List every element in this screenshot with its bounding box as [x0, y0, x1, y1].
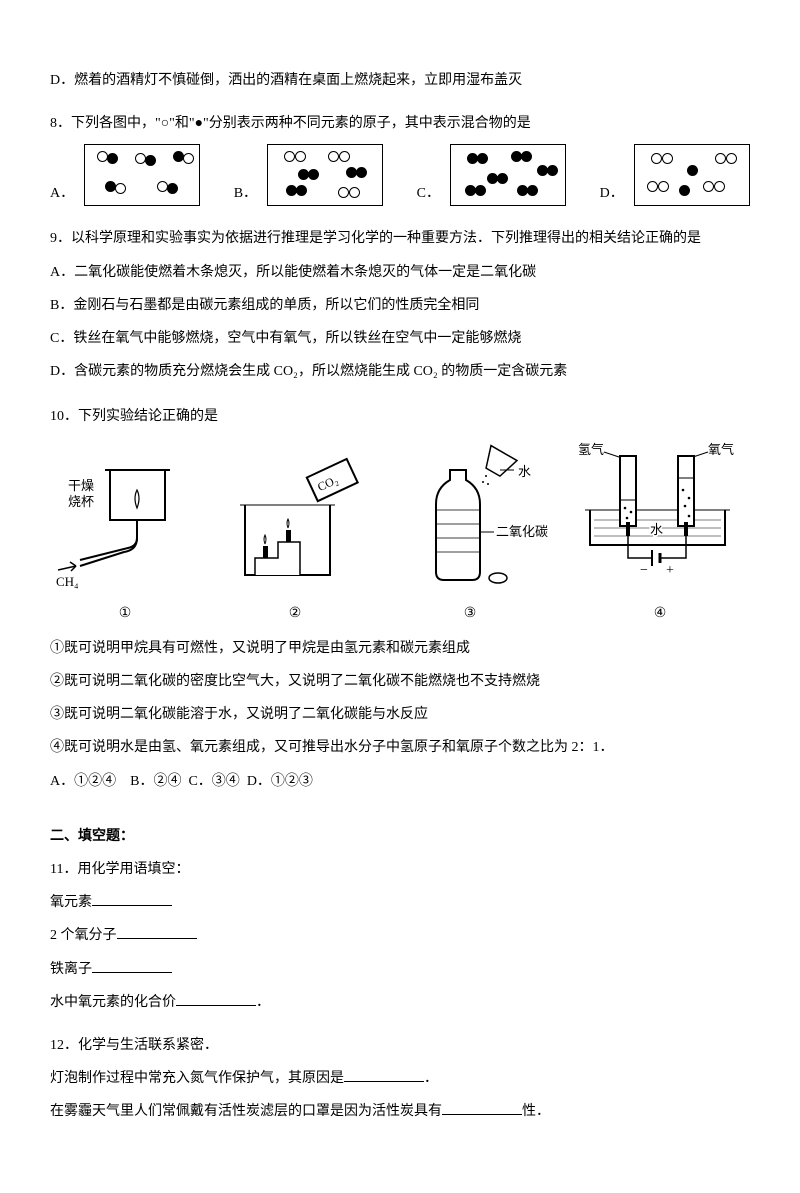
q10-s4: ④既可说明水是由氢、氧元素组成，又可推导出水分子中氢原子和氧原子个数之比为 2：… — [50, 735, 750, 760]
q10-figures: 干燥 烧杯 CH₄ ① CO₂ — [50, 440, 750, 626]
q8-label-c: C． — [417, 181, 440, 206]
q12-l2-text: 在雾霾天气里人们常佩戴有活性炭滤层的口罩是因为活性炭具有 — [50, 1104, 442, 1119]
q8-label-d: D． — [600, 181, 624, 206]
q10-opt-b: B．②④ — [130, 774, 181, 789]
q11-l2-text: 2 个氧分子 — [50, 928, 117, 943]
q9-c: C．铁丝在氧气中能够燃烧，空气中有氧气，所以铁丝在空气中一定能够燃烧 — [50, 326, 750, 351]
q10-s3: ③既可说明二氧化碳能溶于水，又说明了二氧化碳能与水反应 — [50, 702, 750, 727]
q10-fig4-svg: 氢气 氧气 水 — [570, 440, 750, 590]
q8-diagram-c — [450, 144, 566, 206]
h2-label: 氢气 — [578, 442, 604, 457]
q10-stem: 10．下列实验结论正确的是 — [50, 404, 750, 429]
q10-num4: ④ — [570, 601, 750, 626]
q10-opt-a: A．①②④ — [50, 774, 116, 789]
blank[interactable] — [92, 958, 172, 973]
svg-text:+: + — [666, 563, 674, 578]
q9-b: B．金刚石与石墨都是由碳元素组成的单质，所以它们的性质完全相同 — [50, 293, 750, 318]
dry-beaker-label2: 烧杯 — [68, 494, 94, 509]
q8-stem: 8．下列各图中，"○"和"●"分别表示两种不同元素的原子，其中表示混合物的是 — [50, 111, 750, 136]
dry-beaker-label1: 干燥 — [68, 478, 94, 493]
blank[interactable] — [344, 1067, 424, 1082]
blank[interactable] — [92, 891, 172, 906]
period: ． — [256, 995, 270, 1010]
co2-cn-label: 二氧化碳 — [496, 524, 548, 539]
q11-l4-text: 水中氧元素的化合价 — [50, 995, 176, 1010]
q11-stem: 11．用化学用语填空： — [50, 857, 750, 882]
q8-figures: A． B． C． D． — [50, 144, 750, 206]
q10-s2: ②既可说明二氧化碳的密度比空气大，又说明了二氧化碳不能燃烧也不支持燃烧 — [50, 669, 750, 694]
svg-text:−: − — [640, 563, 648, 578]
q8-diagram-d — [634, 144, 750, 206]
q11-l3-text: 铁离子 — [50, 962, 92, 977]
section2-title: 二、填空题： — [50, 824, 750, 849]
q10-num2: ② — [220, 601, 370, 626]
q11-l1: 氧元素 — [50, 890, 750, 915]
q10-opt-c: C．③④ — [188, 774, 239, 789]
q10-fig3-svg: 水 二氧化碳 — [390, 440, 550, 590]
q8-diagram-a — [84, 144, 200, 206]
q12-l1: 灯泡制作过程中常充入氮气作保护气，其原因是 ． — [50, 1066, 750, 1091]
q11-l4: 水中氧元素的化合价 ． — [50, 990, 750, 1015]
blank[interactable] — [176, 991, 256, 1006]
water-label: 水 — [518, 464, 531, 479]
q12-l1-text: 灯泡制作过程中常充入氮气作保护气，其原因是 — [50, 1071, 344, 1086]
blank[interactable] — [117, 924, 197, 939]
q9-a: A．二氧化碳能使燃着木条熄灭，所以能使燃着木条熄灭的气体一定是二氧化碳 — [50, 260, 750, 285]
q10-num1: ① — [50, 601, 200, 626]
q12-stem: 12．化学与生活联系紧密． — [50, 1033, 750, 1058]
water-cn-label: 水 — [650, 522, 663, 537]
q12-l2: 在雾霾天气里人们常佩戴有活性炭滤层的口罩是因为活性炭具有 性． — [50, 1099, 750, 1124]
period: ． — [424, 1071, 438, 1086]
q10-num3: ③ — [390, 601, 550, 626]
q8-label-b: B． — [234, 181, 257, 206]
q9-stem: 9．以科学原理和实验事实为依据进行推理是学习化学的一种重要方法．下列推理得出的相… — [50, 226, 750, 251]
blank[interactable] — [442, 1100, 522, 1115]
q10-s1: ①既可说明甲烷具有可燃性，又说明了甲烷是由氢元素和碳元素组成 — [50, 636, 750, 661]
q11-l3: 铁离子 — [50, 957, 750, 982]
q9-d: D．含碳元素的物质充分燃烧会生成 CO₂，所以燃烧能生成 CO₂ 的物质一定含碳… — [50, 359, 750, 384]
q11-l2: 2 个氧分子 — [50, 923, 750, 948]
q10-fig1-svg: 干燥 烧杯 CH₄ — [50, 450, 200, 590]
o2-label: 氧气 — [708, 442, 734, 457]
q11-l1-text: 氧元素 — [50, 895, 92, 910]
q10-options: A．①②④ B．②④ C．③④ D．①②③ — [50, 769, 750, 794]
q7-option-d: D．燃着的酒精灯不慎碰倒，洒出的酒精在桌面上燃烧起来，立即用湿布盖灭 — [50, 68, 750, 93]
ch4-label: CH₄ — [56, 574, 79, 589]
q8-diagram-b — [267, 144, 383, 206]
q10-fig2-svg: CO₂ — [220, 450, 370, 590]
q8-label-a: A． — [50, 181, 74, 206]
q10-opt-d: D．①②③ — [247, 774, 313, 789]
q12-l2-suffix: 性． — [522, 1104, 550, 1119]
